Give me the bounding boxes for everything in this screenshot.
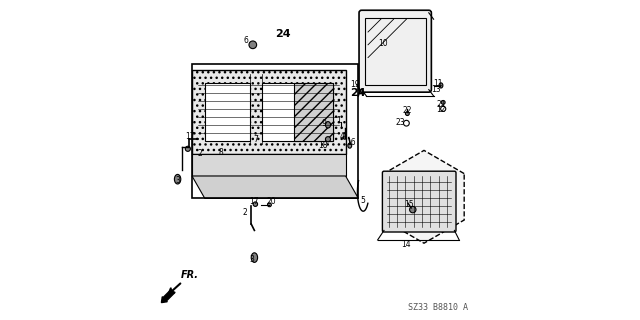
Text: 7: 7	[253, 135, 258, 144]
Ellipse shape	[249, 41, 257, 49]
FancyArrow shape	[161, 290, 175, 303]
Text: 17: 17	[250, 197, 259, 206]
Ellipse shape	[439, 83, 443, 88]
Text: 24: 24	[275, 28, 291, 39]
Ellipse shape	[410, 206, 416, 213]
Bar	[192, 64, 358, 198]
Text: FR.: FR.	[181, 270, 199, 280]
Ellipse shape	[174, 174, 180, 184]
Bar	[205, 83, 250, 141]
Ellipse shape	[253, 202, 258, 206]
Ellipse shape	[326, 137, 331, 142]
Text: 9: 9	[322, 119, 326, 128]
Text: 11: 11	[433, 79, 442, 88]
Text: 21: 21	[436, 100, 445, 108]
Polygon shape	[384, 150, 464, 243]
Ellipse shape	[442, 100, 445, 104]
FancyBboxPatch shape	[359, 10, 431, 92]
Text: 2: 2	[243, 208, 247, 217]
Ellipse shape	[251, 253, 257, 262]
Text: 4: 4	[339, 132, 344, 140]
Text: 20: 20	[266, 197, 276, 206]
Text: SZ33 B8810 A: SZ33 B8810 A	[408, 303, 468, 312]
Text: 22: 22	[403, 106, 412, 115]
Ellipse shape	[348, 143, 352, 148]
Text: 13: 13	[431, 85, 441, 94]
Text: 6: 6	[243, 36, 248, 44]
Polygon shape	[192, 154, 346, 176]
Text: 12: 12	[436, 105, 445, 114]
Ellipse shape	[268, 203, 271, 207]
Bar	[294, 83, 333, 141]
Text: 24: 24	[350, 88, 365, 98]
Ellipse shape	[326, 122, 331, 128]
Text: 5: 5	[361, 196, 365, 204]
Text: 23: 23	[396, 118, 406, 127]
Text: 8: 8	[218, 148, 223, 156]
Text: 2: 2	[198, 149, 202, 158]
Polygon shape	[192, 70, 346, 154]
Text: 16: 16	[346, 138, 356, 147]
Text: 1: 1	[336, 116, 340, 124]
Text: 15: 15	[404, 200, 414, 209]
Text: 18: 18	[318, 141, 327, 150]
Bar	[262, 83, 333, 141]
Polygon shape	[192, 176, 358, 198]
Text: 17: 17	[186, 132, 195, 140]
Bar	[365, 18, 426, 85]
Text: 10: 10	[378, 39, 388, 48]
Ellipse shape	[406, 112, 410, 116]
Text: 14: 14	[401, 240, 411, 249]
Text: 3: 3	[175, 176, 180, 185]
Ellipse shape	[343, 136, 346, 139]
Ellipse shape	[186, 146, 191, 151]
FancyBboxPatch shape	[383, 171, 456, 232]
Text: 3: 3	[249, 255, 254, 264]
Text: 19: 19	[349, 80, 360, 89]
